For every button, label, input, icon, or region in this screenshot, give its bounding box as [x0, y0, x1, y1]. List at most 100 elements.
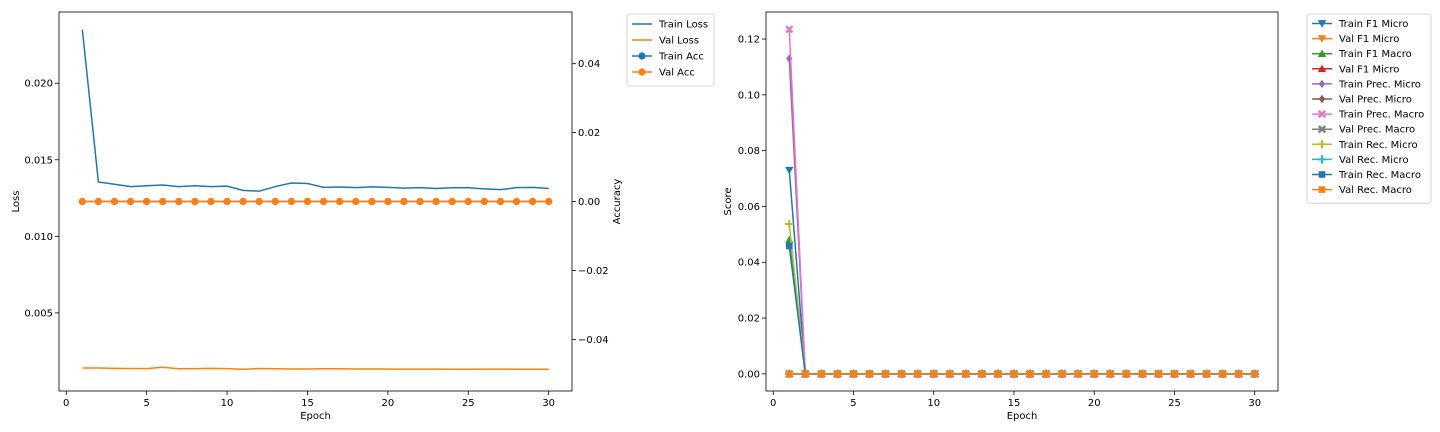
- x-tick-label: 15: [1008, 398, 1021, 409]
- x-tick-label: 0: [770, 398, 776, 409]
- data-point: [448, 197, 456, 206]
- data-point: [1074, 370, 1082, 378]
- legend-entry: Val Prec. Micro: [1339, 95, 1412, 106]
- data-point: [143, 197, 151, 206]
- y-tick-label: 0.06: [738, 202, 760, 213]
- series-line-train-prec-micro: [788, 58, 1255, 375]
- legend-marker: [1317, 35, 1327, 43]
- data-point: [287, 197, 295, 206]
- series-line-train-prec-macro: [788, 29, 1255, 375]
- x-tick-label: 25: [1168, 398, 1181, 409]
- data-point: [1139, 370, 1146, 378]
- y-tick-label: 0.02: [738, 314, 760, 325]
- data-point: [159, 197, 167, 206]
- y-axis-label: Score: [723, 187, 734, 215]
- y2-tick-label: 0.00: [578, 197, 600, 208]
- data-point: [1090, 370, 1098, 378]
- data-point: [785, 166, 794, 175]
- data-point: [496, 197, 505, 206]
- data-point: [480, 197, 488, 206]
- y-tick-label: 0.015: [24, 155, 53, 166]
- x-axis-label: Epoch: [1007, 411, 1038, 422]
- data-point: [882, 370, 889, 378]
- legend-entry: Val Acc: [659, 68, 695, 79]
- data-point: [1026, 370, 1034, 378]
- legend-marker: [638, 68, 646, 76]
- x-tick-label: 30: [542, 398, 555, 409]
- legend-marker: [638, 52, 646, 60]
- data-point: [126, 197, 135, 206]
- data-point: [191, 197, 199, 206]
- x-tick-label: 20: [1088, 398, 1101, 409]
- legend-marker: [1317, 20, 1327, 28]
- legend-marker: [1317, 155, 1327, 164]
- x-tick-label: 20: [381, 398, 394, 409]
- y-tick-label: 0.04: [738, 258, 760, 269]
- data-point: [978, 370, 986, 378]
- data-point: [255, 197, 263, 206]
- y2-tick-label: −0.04: [578, 335, 609, 346]
- legend-marker: [1318, 94, 1326, 104]
- legend-entry: Train Acc: [658, 52, 704, 63]
- series-line-val-loss: [82, 366, 549, 371]
- y-axis-label: Loss: [11, 191, 22, 213]
- data-point: [834, 370, 841, 378]
- legend-entry: Train F1 Micro: [1338, 19, 1408, 30]
- legend-entry: Val Loss: [659, 36, 699, 47]
- legend-box: [1306, 13, 1432, 204]
- data-point: [914, 370, 921, 378]
- data-point: [946, 370, 954, 378]
- loss-accuracy-chart: 0 5 10 15 20 25 30 0.005 0.010 0.015 0.020 −0.04 −0.…: [11, 11, 715, 422]
- legend-box: [626, 13, 715, 87]
- x-axis-label: Epoch: [300, 411, 331, 422]
- legend-entry: Train Prec. Micro: [1338, 79, 1421, 90]
- legend-marker: [1317, 110, 1327, 119]
- data-point: [432, 197, 440, 206]
- score-chart: 0 5 10 15 20 25 30 0.00 0.02 0.04 0.06 0.08 0.10 0.12…: [723, 11, 1432, 422]
- legend-entry: Train F1 Macro: [1338, 49, 1412, 60]
- data-point: [207, 197, 215, 206]
- data-point: [416, 197, 424, 206]
- legend-marker: [1318, 171, 1326, 178]
- data-point: [1010, 370, 1018, 378]
- legend-entry: Train Loss: [658, 20, 708, 31]
- data-point: [1203, 370, 1210, 378]
- x-tick-label: 10: [221, 398, 234, 409]
- y-tick-label: 0.12: [738, 35, 760, 46]
- x-tick-label: 0: [63, 398, 69, 409]
- data-point: [802, 370, 809, 378]
- legend-marker: [1318, 186, 1326, 193]
- data-point: [785, 242, 793, 250]
- legend-marker: [1317, 49, 1327, 58]
- legend-entry: Val Rec. Macro: [1339, 185, 1412, 196]
- y-tick-label: 0.00: [738, 369, 760, 380]
- data-point: [1123, 370, 1130, 378]
- legend-entry: Val Rec. Micro: [1339, 155, 1409, 166]
- data-point: [1155, 370, 1162, 378]
- y-tick-label: 0.010: [24, 232, 53, 243]
- data-point: [94, 197, 102, 206]
- legend-marker: [1317, 64, 1327, 73]
- data-point: [529, 197, 537, 206]
- data-point: [110, 197, 119, 206]
- legend-marker: [1317, 140, 1327, 149]
- series-line-train-rec-macro: [788, 245, 1255, 375]
- data-point: [994, 370, 1002, 378]
- data-point: [545, 197, 553, 206]
- data-point: [785, 25, 794, 34]
- data-point: [271, 197, 279, 206]
- y-tick-label: 0.020: [24, 79, 53, 90]
- data-point: [1058, 370, 1066, 378]
- legend-entry: Train Rec. Macro: [1338, 170, 1421, 181]
- legend-entry: Train Prec. Macro: [1338, 110, 1424, 121]
- data-point: [175, 197, 183, 206]
- data-point: [785, 219, 794, 229]
- legend-marker: [1318, 79, 1326, 89]
- legend-entry: Val Prec. Macro: [1339, 125, 1415, 136]
- data-point: [464, 197, 472, 206]
- data-point: [930, 370, 938, 378]
- data-point: [336, 197, 344, 206]
- legend-entry: Val F1 Micro: [1339, 34, 1399, 45]
- data-point: [1106, 370, 1114, 378]
